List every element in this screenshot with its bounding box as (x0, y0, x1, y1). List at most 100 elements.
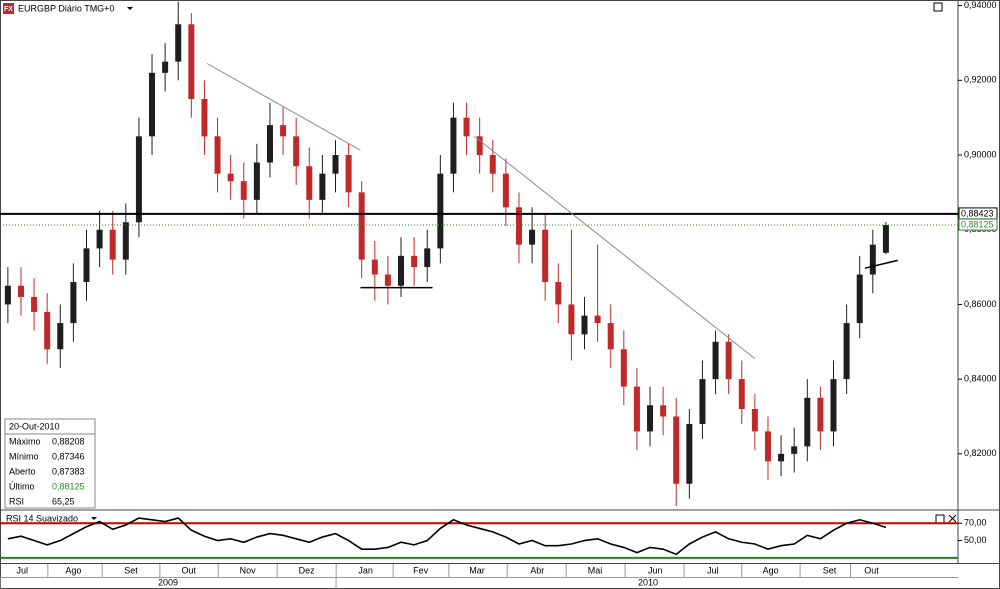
candle-body (240, 181, 247, 200)
x-tick-label: Ago (65, 565, 81, 575)
info-label: Último (9, 481, 35, 491)
candle-body (358, 192, 365, 260)
candle-body (791, 446, 798, 454)
candle-body (673, 416, 680, 484)
x-tick-label: Fev (413, 565, 429, 575)
y-tick-label: 0,86000 (964, 299, 997, 309)
candle-body (175, 24, 182, 62)
candle-body (450, 117, 457, 174)
candle-body (135, 136, 142, 223)
y-tick-label: 0,90000 (964, 149, 997, 159)
y-tick-label: 0,82000 (964, 448, 997, 458)
x-tick-label: Nov (240, 565, 257, 575)
candle-body (371, 259, 378, 275)
candle-body (869, 244, 876, 275)
x-tick-label: Out (181, 565, 196, 575)
candle-body (515, 207, 522, 245)
info-label: Máximo (9, 436, 41, 446)
candle-body (463, 117, 470, 137)
dropdown-arrow[interactable] (91, 517, 97, 520)
trendline (864, 259, 898, 269)
candle-body (384, 274, 391, 286)
symbol-badge (3, 3, 14, 14)
rsi-line (7, 517, 887, 556)
info-label: RSI (9, 496, 24, 506)
x-tick-label: Out (864, 565, 879, 575)
candle-body (542, 229, 549, 283)
candle-body (214, 136, 221, 174)
candle-body (633, 386, 640, 432)
x-tick-label: Jun (648, 565, 663, 575)
candle-body (398, 255, 405, 286)
candle-body (843, 323, 850, 380)
candle-body (725, 341, 732, 380)
candle-body (188, 24, 195, 99)
candle-body (581, 315, 588, 335)
candle-body (751, 409, 758, 432)
indicator-title[interactable]: RSI 14 Suavizado (6, 513, 78, 523)
price-label: 0,88423 (961, 208, 994, 218)
candle-body (227, 173, 234, 182)
candle-body (568, 304, 575, 335)
candle-body (83, 248, 90, 283)
candle-body (253, 162, 260, 200)
info-frame (4, 418, 96, 509)
trendline (474, 135, 756, 359)
y-tick-label: 0,92000 (964, 75, 997, 85)
candle-body (660, 405, 667, 417)
candle-body (607, 323, 614, 350)
candle-body (70, 282, 77, 324)
x-tick-label: Jan (358, 565, 373, 575)
candle-body (778, 453, 785, 462)
info-label: Mínimo (9, 451, 39, 461)
candle-body (201, 98, 208, 137)
year-label: 2010 (638, 577, 658, 587)
candle-body (804, 397, 811, 447)
chart-title[interactable]: EURGBP Diário TMG+0 (18, 3, 114, 13)
candle-body (96, 229, 103, 249)
info-box: 20-Out-2010 Máximo 0,88208 Mínimo 0,87346 Ab… (4, 418, 96, 509)
candle-body (122, 222, 129, 260)
candle-body (647, 405, 654, 432)
maximize-button[interactable] (935, 514, 945, 524)
candle-body (882, 225, 889, 253)
candle-body (712, 341, 719, 380)
x-tick-label: Mai (588, 565, 603, 575)
info-value: 0,87383 (52, 466, 85, 476)
badge-text: FX (4, 6, 13, 13)
maximize-button[interactable] (933, 2, 943, 12)
close-button[interactable] (948, 514, 957, 523)
candle-body (319, 173, 326, 200)
candle-body (699, 379, 706, 424)
candle-body (149, 72, 156, 137)
x-tick-label: Mar (469, 565, 485, 575)
info-label: Aberto (9, 466, 36, 476)
candle-body (489, 155, 496, 174)
candle-body (4, 285, 11, 305)
x-tick-label: Abr (530, 565, 544, 575)
candle-body (293, 136, 300, 167)
x-tick-label: Set (823, 565, 837, 575)
x-tick-label: Jul (707, 565, 719, 575)
candle-body (266, 125, 273, 163)
y-tick-label: 0,84000 (964, 374, 997, 384)
candle-body (817, 397, 824, 432)
candle-body (529, 229, 536, 245)
candle-body (306, 166, 313, 200)
y-tick-label: 50,00 (964, 535, 987, 545)
info-value: 0,87346 (52, 451, 85, 461)
candle-body (411, 255, 418, 268)
x-tick-label: Jul (17, 565, 29, 575)
x-tick-label: Ago (763, 565, 779, 575)
candle-body (764, 431, 771, 462)
dropdown-arrow[interactable] (127, 7, 133, 10)
trendline (206, 63, 361, 151)
candle-body (424, 248, 431, 268)
candle-body (594, 315, 601, 324)
info-value: 65,25 (52, 496, 75, 506)
x-tick-label: Dez (299, 565, 316, 575)
x-tick-label: Set (124, 565, 138, 575)
candle-body (476, 136, 483, 156)
